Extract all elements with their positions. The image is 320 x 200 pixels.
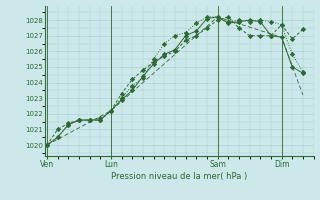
X-axis label: Pression niveau de la mer( hPa ): Pression niveau de la mer( hPa ) bbox=[111, 172, 247, 181]
